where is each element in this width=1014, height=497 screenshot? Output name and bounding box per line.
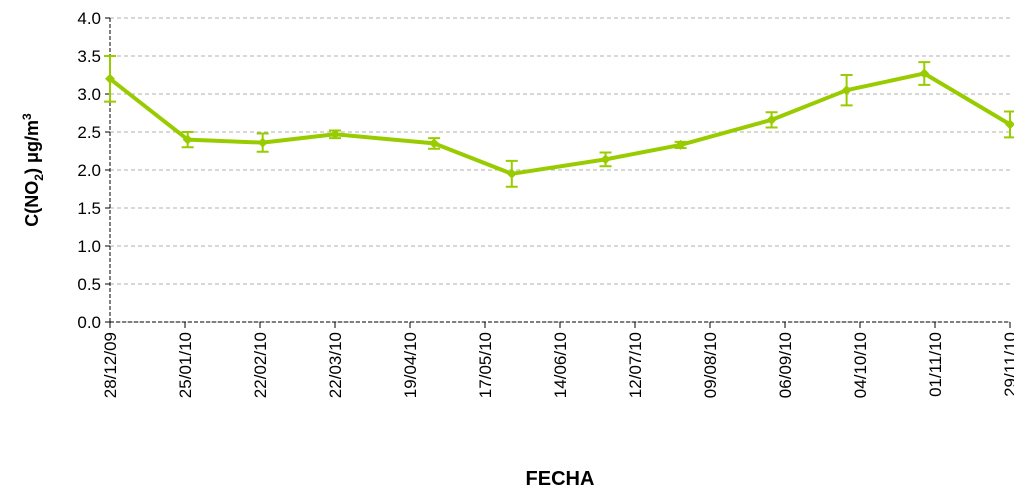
- y-axis-title: C(NO2) μg/m3: [20, 113, 46, 227]
- x-tick-label: 12/07/10: [626, 332, 645, 398]
- data-point: [105, 73, 115, 84]
- x-tick-label: 01/11/10: [926, 332, 945, 397]
- y-tick-label: 0.5: [77, 275, 101, 294]
- x-tick-label: 19/04/10: [401, 332, 420, 398]
- data-point: [506, 168, 517, 179]
- y-tick-label: 3.0: [77, 85, 101, 104]
- y-tick-label: 4.0: [77, 9, 101, 28]
- y-title-part: C(NO: [22, 181, 42, 227]
- data-line: [108, 71, 1012, 176]
- y-tick-label: 1.0: [77, 237, 101, 256]
- y-title-sup: 3: [20, 113, 34, 120]
- data-point: [429, 138, 440, 149]
- x-tick-label: 28/12/09: [101, 332, 120, 398]
- x-tick-label: 22/03/10: [326, 332, 345, 398]
- y-tick-label: 0.0: [77, 313, 101, 332]
- data-point: [675, 139, 686, 150]
- x-tick-label: 04/10/10: [851, 332, 870, 398]
- y-tick-label: 3.5: [77, 47, 101, 66]
- data-point: [330, 129, 340, 140]
- data-point: [841, 85, 852, 96]
- data-point: [766, 114, 777, 125]
- x-axis-title: FECHA: [526, 468, 595, 490]
- y-tick-label: 1.5: [77, 199, 101, 218]
- y-tick-label: 2.0: [77, 161, 101, 180]
- y-title-part: ) μg/m: [22, 120, 42, 174]
- x-tick-label: 22/02/10: [251, 332, 270, 398]
- data-point: [182, 134, 193, 145]
- x-tick-label: 14/06/10: [551, 332, 570, 398]
- data-point: [919, 68, 930, 79]
- data-point: [257, 137, 268, 148]
- x-tick-label: 06/09/10: [776, 332, 795, 398]
- x-tick-label: 29/11/10: [1001, 332, 1014, 397]
- x-tick-label: 25/01/10: [176, 332, 195, 398]
- y-title-sub: 2: [32, 174, 46, 181]
- y-tick-label: 2.5: [77, 123, 101, 142]
- data-point: [1005, 119, 1014, 130]
- x-tick-label: 09/08/10: [701, 332, 720, 398]
- data-point: [600, 154, 611, 165]
- x-tick-label: 17/05/10: [476, 332, 495, 398]
